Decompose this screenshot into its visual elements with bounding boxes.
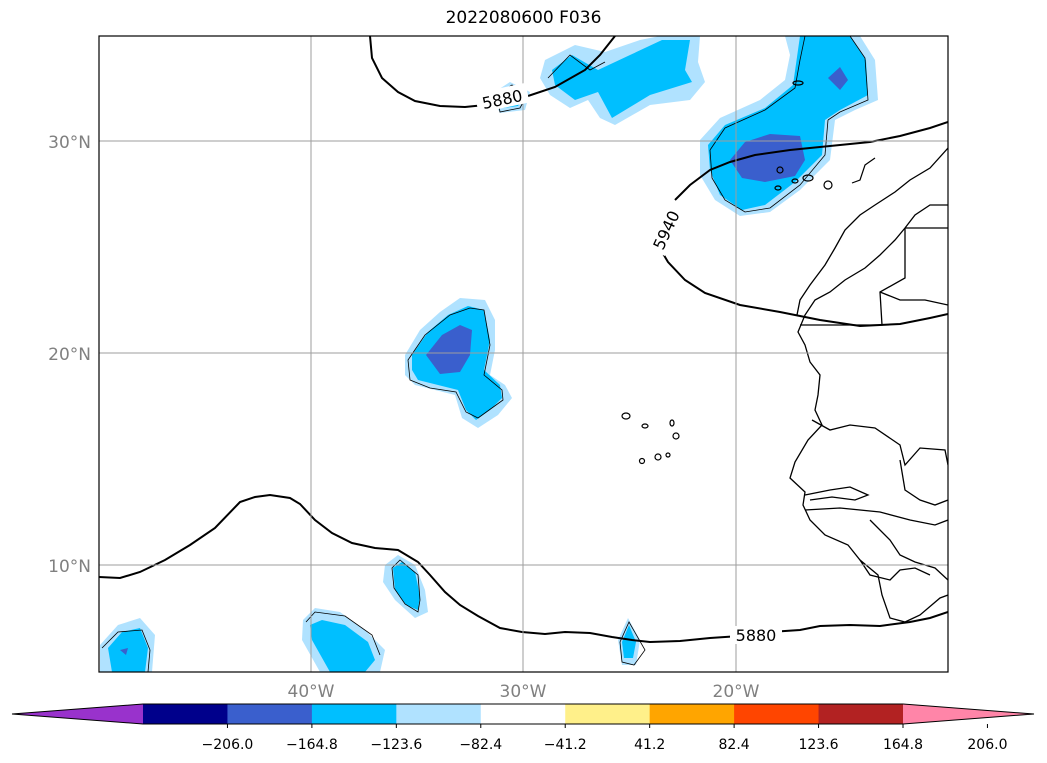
colorbar-extend-low	[12, 704, 143, 724]
colorbar-tick-label: −41.2	[544, 737, 587, 753]
gridlines	[99, 36, 948, 672]
shading-regions	[100, 36, 878, 672]
colorbar-segment	[143, 704, 228, 724]
shade-region-dark	[828, 67, 848, 90]
colorbar-segment	[311, 704, 397, 724]
lat-label-30n: 30°N	[48, 133, 91, 153]
shade-region-dark	[426, 325, 472, 374]
lon-label-30w: 30°W	[500, 682, 547, 702]
contour-label-5880-south: 5880	[736, 626, 777, 645]
shade-region-dark	[730, 134, 805, 182]
contour-5880-north	[369, 36, 616, 109]
lat-label-20n: 20°N	[48, 345, 91, 365]
shade-region-mid	[310, 620, 375, 672]
shade-region-mid	[393, 562, 420, 610]
map-title: 2022080600 F036	[445, 8, 602, 28]
shade-region-dark	[120, 648, 128, 655]
shade-region-mid	[552, 40, 692, 118]
colorbar-segment	[480, 704, 566, 724]
colorbar-outline	[11, 703, 1035, 725]
colorbar-segment	[396, 704, 482, 724]
colorbar: −206.0 −164.8 −123.6 −82.4 −41.2 41.2 82.4 123.…	[11, 703, 1035, 753]
colorbar-tick-label: 164.8	[883, 737, 923, 753]
shade-outlines	[101, 36, 869, 672]
colorbar-tick-label: 82.4	[719, 737, 750, 753]
colorbar-tick-label: 206.0	[967, 737, 1007, 753]
shade-region-mid	[708, 36, 868, 210]
colorbar-segment	[734, 704, 820, 724]
plot-frame	[98, 35, 949, 673]
lon-label-20w: 20°W	[713, 682, 760, 702]
colorbar-segment	[649, 704, 735, 724]
height-contours	[99, 36, 948, 644]
colorbar-tick-label: −164.8	[286, 737, 338, 753]
colorbar-segment	[565, 704, 651, 724]
lon-label-40w: 40°W	[288, 682, 335, 702]
coastlines	[789, 147, 948, 623]
plot-area: 5880 5940 5880	[99, 36, 948, 672]
colorbar-segment	[227, 704, 313, 724]
islands	[621, 80, 876, 465]
shade-region-mid	[108, 628, 148, 672]
colorbar-tick-label: −123.6	[370, 737, 422, 753]
colorbar-tick-label: −206.0	[202, 737, 254, 753]
contour-5940	[674, 121, 948, 201]
contour-label-5940: 5940	[649, 208, 683, 253]
contour-5940-south	[654, 239, 948, 328]
colorbar-tick-label: 41.2	[634, 737, 665, 753]
colorbar-segment	[818, 704, 904, 724]
shade-region-mid	[622, 625, 636, 658]
contour-5880-south	[99, 493, 948, 644]
lat-label-10n: 10°N	[48, 557, 91, 577]
colorbar-tick-label: −82.4	[459, 737, 502, 753]
colorbar-tick-label: 123.6	[799, 737, 839, 753]
colorbar-extend-high	[903, 704, 1034, 724]
